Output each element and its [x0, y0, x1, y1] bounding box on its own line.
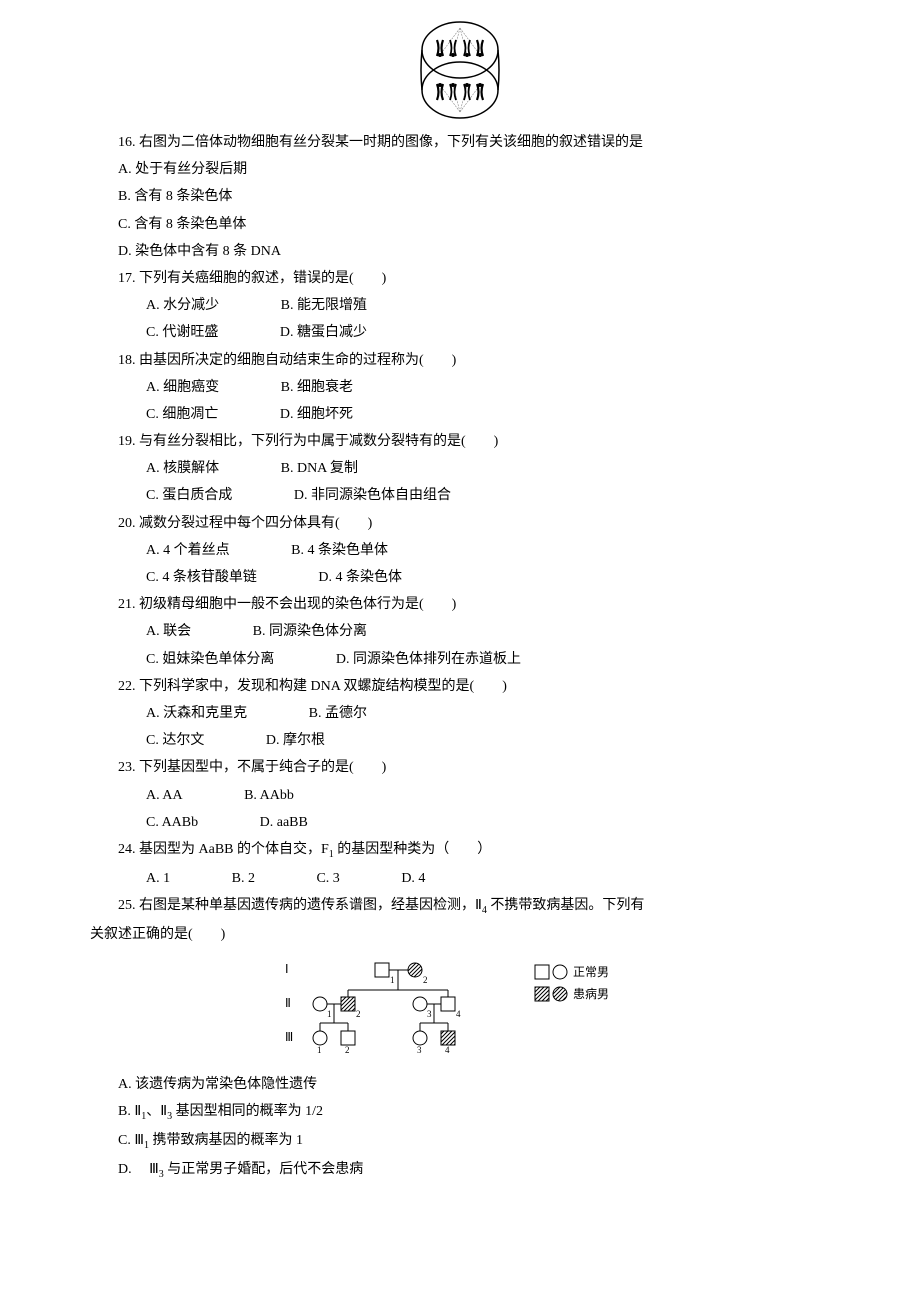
q24-stem-pre: 24. 基因型为 AaBB 的个体自交，F	[118, 842, 329, 857]
svg-text:2: 2	[356, 1009, 361, 1019]
q17-opt-c: C. 代谢旺盛	[118, 320, 218, 345]
q25-opt-a: A. 该遗传病为常染色体隐性遗传	[90, 1072, 830, 1097]
gen-1-label: Ⅰ	[285, 962, 289, 976]
q25-stem-pre: 25. 右图是某种单基因遗传病的遗传系谱图，经基因检测，Ⅱ	[118, 898, 482, 913]
q25-d-post: 与正常男子婚配，后代不会患病	[164, 1162, 364, 1177]
q23-opts-cd: C. AABb D. aaBB	[90, 810, 830, 835]
q21-opt-a: A. 联会	[118, 619, 191, 644]
q16-opt-b: B. 含有 8 条染色体	[90, 184, 830, 209]
q22-stem: 22. 下列科学家中，发现和构建 DNA 双螺旋结构模型的是( )	[90, 674, 830, 699]
q18-opts-cd: C. 细胞凋亡 D. 细胞坏死	[90, 402, 830, 427]
q20-stem: 20. 减数分裂过程中每个四分体具有( )	[90, 511, 830, 536]
q25-opt-b: B. Ⅱ1、Ⅱ3 基因型相同的概率为 1/2	[90, 1099, 830, 1126]
legend-affected: 患病男	[573, 986, 609, 1001]
svg-text:1: 1	[390, 975, 395, 985]
q24-stem-post: 的基因型种类为（ ）	[334, 842, 492, 857]
q18-stem: 18. 由基因所决定的细胞自动结束生命的过程称为( )	[90, 348, 830, 373]
q17-opts-ab: A. 水分减少 B. 能无限增殖	[90, 293, 830, 318]
q18-opts-ab: A. 细胞癌变 B. 细胞衰老	[90, 375, 830, 400]
q23-opt-d: D. aaBB	[232, 810, 308, 835]
q25-b-pre: B. Ⅱ	[118, 1104, 141, 1119]
q21-opt-c: C. 姐妹染色单体分离	[118, 647, 274, 672]
q19-opt-c: C. 蛋白质合成	[118, 483, 232, 508]
q24-opt-a: A. 1	[118, 866, 170, 891]
q25-c-pre: C. Ⅲ	[118, 1133, 144, 1148]
q20-opt-c: C. 4 条核苷酸单链	[118, 565, 257, 590]
q19-opts-ab: A. 核膜解体 B. DNA 复制	[90, 456, 830, 481]
q23-opt-a: A. AA	[118, 783, 183, 808]
q21-opt-b: B. 同源染色体分离	[225, 619, 367, 644]
q23-opt-b: B. AAbb	[216, 783, 294, 808]
q17-opts-cd: C. 代谢旺盛 D. 糖蛋白减少	[90, 320, 830, 345]
q23-opts-ab: A. AA B. AAbb	[90, 783, 830, 808]
q24-opts: A. 1 B. 2 C. 3 D. 4	[90, 866, 830, 891]
q23-stem: 23. 下列基因型中，不属于纯合子的是( )	[90, 755, 830, 780]
q17-stem: 17. 下列有关癌细胞的叙述，错误的是( )	[90, 266, 830, 291]
svg-text:1: 1	[327, 1009, 332, 1019]
q20-opts-cd: C. 4 条核苷酸单链 D. 4 条染色体	[90, 565, 830, 590]
q18-opt-c: C. 细胞凋亡	[118, 402, 218, 427]
q22-opts-ab: A. 沃森和克里克 B. 孟德尔	[90, 701, 830, 726]
q25-b-mid: 、Ⅱ	[146, 1104, 167, 1119]
q19-opt-d: D. 非同源染色体自由组合	[266, 483, 451, 508]
q25-opt-c: C. Ⅲ1 携带致病基因的概率为 1	[90, 1128, 830, 1155]
pedigree-diagram-container: Ⅰ Ⅱ Ⅲ 1 2 1 2 3 4 1 2 3 4 正常男 患病男	[90, 955, 830, 1064]
svg-text:3: 3	[427, 1009, 432, 1019]
q19-stem: 19. 与有丝分裂相比，下列行为中属于减数分裂特有的是( )	[90, 429, 830, 454]
q25-stem-cont: 关叙述正确的是( )	[90, 922, 830, 947]
q24-opt-c: C. 3	[288, 866, 339, 891]
svg-text:4: 4	[445, 1045, 450, 1055]
q22-opt-c: C. 达尔文	[118, 728, 204, 753]
q25-stem-post: 不携带致病基因。下列有	[487, 898, 645, 913]
q19-opt-b: B. DNA 复制	[253, 456, 358, 481]
pedigree-diagram: Ⅰ Ⅱ Ⅲ 1 2 1 2 3 4 1 2 3 4 正常男 患病男	[280, 955, 640, 1055]
legend-normal: 正常男	[573, 965, 609, 979]
q25-c-post: 携带致病基因的概率为 1	[149, 1133, 303, 1148]
q21-opts-cd: C. 姐妹染色单体分离 D. 同源染色体排列在赤道板上	[90, 647, 830, 672]
q21-opts-ab: A. 联会 B. 同源染色体分离	[90, 619, 830, 644]
q18-opt-a: A. 细胞癌变	[118, 375, 219, 400]
q16-stem: 16. 右图为二倍体动物细胞有丝分裂某一时期的图像，下列有关该细胞的叙述错误的是	[90, 130, 830, 155]
gen-3-label: Ⅲ	[285, 1030, 293, 1044]
q18-opt-b: B. 细胞衰老	[253, 375, 353, 400]
q22-opt-a: A. 沃森和克里克	[118, 701, 247, 726]
q20-opt-d: D. 4 条染色体	[290, 565, 402, 590]
q17-opt-a: A. 水分减少	[118, 293, 219, 318]
q23-opt-c: C. AABb	[118, 810, 198, 835]
q20-opt-b: B. 4 条染色单体	[263, 538, 388, 563]
svg-text:2: 2	[423, 975, 428, 985]
q16-opt-d: D. 染色体中含有 8 条 DNA	[90, 239, 830, 264]
gen-2-label: Ⅱ	[285, 996, 291, 1010]
q17-opt-d: D. 糖蛋白减少	[252, 320, 367, 345]
q21-stem: 21. 初级精母细胞中一般不会出现的染色体行为是( )	[90, 592, 830, 617]
q24-stem: 24. 基因型为 AaBB 的个体自交，F1 的基因型种类为（ ）	[90, 837, 830, 864]
q20-opts-ab: A. 4 个着丝点 B. 4 条染色单体	[90, 538, 830, 563]
q17-opt-b: B. 能无限增殖	[253, 293, 367, 318]
svg-text:4: 4	[456, 1009, 461, 1019]
q25-b-post: 基因型相同的概率为 1/2	[172, 1104, 323, 1119]
q18-opt-d: D. 细胞坏死	[252, 402, 353, 427]
q22-opts-cd: C. 达尔文 D. 摩尔根	[90, 728, 830, 753]
q16-opt-c: C. 含有 8 条染色单体	[90, 212, 830, 237]
q22-opt-b: B. 孟德尔	[281, 701, 367, 726]
svg-text:1: 1	[317, 1045, 322, 1055]
q21-opt-d: D. 同源染色体排列在赤道板上	[308, 647, 521, 672]
svg-text:2: 2	[345, 1045, 350, 1055]
q19-opts-cd: C. 蛋白质合成 D. 非同源染色体自由组合	[90, 483, 830, 508]
q25-d-pre: D. Ⅲ	[118, 1162, 159, 1177]
q16-opt-a: A. 处于有丝分裂后期	[90, 157, 830, 182]
q25-opt-d: D. Ⅲ3 与正常男子婚配，后代不会患病	[90, 1157, 830, 1184]
q24-opt-d: D. 4	[373, 866, 425, 891]
cell-division-diagram	[415, 20, 505, 120]
q19-opt-a: A. 核膜解体	[118, 456, 219, 481]
q25-stem: 25. 右图是某种单基因遗传病的遗传系谱图，经基因检测，Ⅱ4 不携带致病基因。下…	[90, 893, 830, 920]
q24-opt-b: B. 2	[204, 866, 255, 891]
q20-opt-a: A. 4 个着丝点	[118, 538, 230, 563]
svg-text:3: 3	[417, 1045, 422, 1055]
q22-opt-d: D. 摩尔根	[238, 728, 325, 753]
